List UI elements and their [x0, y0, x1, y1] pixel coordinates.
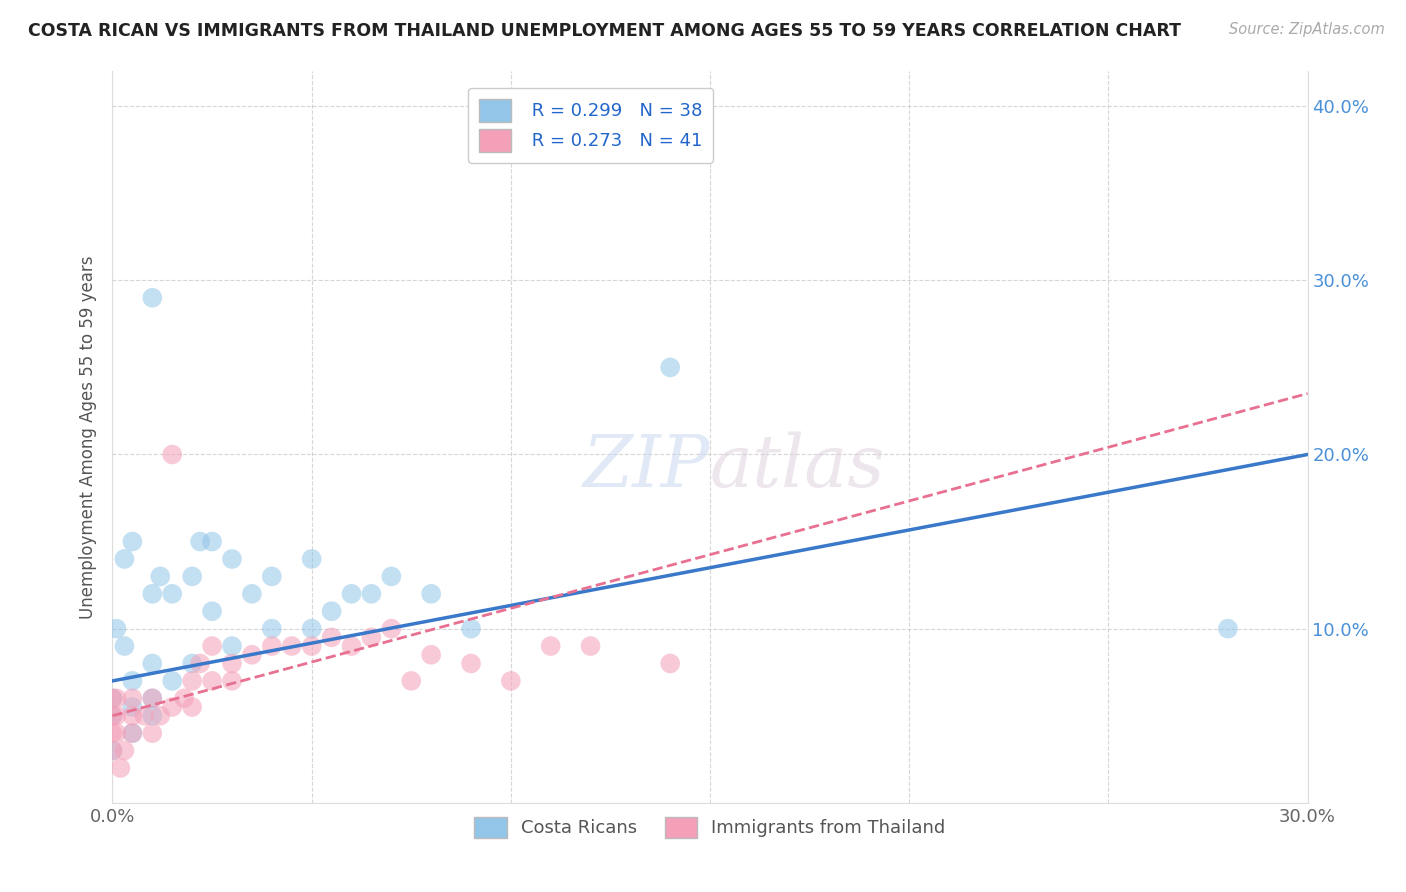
- Point: [141, 691, 163, 706]
- Point: [105, 622, 128, 636]
- Point: [101, 726, 124, 740]
- Point: [420, 648, 443, 662]
- Point: [149, 569, 172, 583]
- Point: [201, 639, 224, 653]
- Text: COSTA RICAN VS IMMIGRANTS FROM THAILAND UNEMPLOYMENT AMONG AGES 55 TO 59 YEARS C: COSTA RICAN VS IMMIGRANTS FROM THAILAND …: [28, 22, 1181, 40]
- Point: [101, 708, 124, 723]
- Point: [181, 700, 204, 714]
- Point: [114, 552, 135, 566]
- Point: [134, 708, 156, 723]
- Point: [221, 657, 243, 671]
- Point: [162, 448, 183, 462]
- Point: [420, 587, 443, 601]
- Point: [401, 673, 423, 688]
- Point: [121, 673, 143, 688]
- Point: [101, 743, 124, 757]
- Point: [121, 726, 143, 740]
- Point: [221, 552, 243, 566]
- Point: [460, 657, 482, 671]
- Point: [101, 708, 124, 723]
- Text: ZIP: ZIP: [582, 431, 710, 501]
- Point: [260, 639, 283, 653]
- Point: [380, 569, 402, 583]
- Y-axis label: Unemployment Among Ages 55 to 59 years: Unemployment Among Ages 55 to 59 years: [79, 255, 97, 619]
- Point: [201, 604, 224, 618]
- Point: [114, 743, 135, 757]
- Point: [162, 700, 183, 714]
- Point: [188, 657, 211, 671]
- Point: [105, 691, 128, 706]
- Point: [201, 534, 224, 549]
- Point: [221, 639, 243, 653]
- Point: [260, 622, 283, 636]
- Text: Source: ZipAtlas.com: Source: ZipAtlas.com: [1229, 22, 1385, 37]
- Point: [101, 691, 124, 706]
- Point: [105, 708, 128, 723]
- Point: [114, 639, 135, 653]
- Point: [301, 622, 323, 636]
- Point: [360, 587, 382, 601]
- Point: [1216, 622, 1239, 636]
- Point: [101, 743, 124, 757]
- Point: [121, 700, 143, 714]
- Point: [301, 552, 323, 566]
- Point: [141, 587, 163, 601]
- Point: [321, 604, 343, 618]
- Point: [141, 291, 163, 305]
- Point: [240, 587, 263, 601]
- Point: [121, 708, 143, 723]
- Point: [181, 673, 204, 688]
- Point: [110, 761, 132, 775]
- Point: [260, 569, 283, 583]
- Point: [162, 673, 183, 688]
- Point: [105, 726, 128, 740]
- Point: [188, 534, 211, 549]
- Point: [121, 726, 143, 740]
- Point: [301, 639, 323, 653]
- Point: [360, 631, 382, 645]
- Point: [499, 673, 522, 688]
- Point: [141, 691, 163, 706]
- Point: [460, 622, 482, 636]
- Point: [340, 587, 363, 601]
- Point: [181, 657, 204, 671]
- Point: [149, 708, 172, 723]
- Point: [540, 639, 562, 653]
- Point: [380, 622, 402, 636]
- Point: [162, 587, 183, 601]
- Point: [240, 648, 263, 662]
- Point: [221, 673, 243, 688]
- Point: [173, 691, 195, 706]
- Point: [321, 631, 343, 645]
- Point: [141, 708, 163, 723]
- Legend: Costa Ricans, Immigrants from Thailand: Costa Ricans, Immigrants from Thailand: [467, 810, 953, 845]
- Point: [579, 639, 602, 653]
- Point: [659, 360, 682, 375]
- Point: [101, 691, 124, 706]
- Point: [181, 569, 204, 583]
- Point: [659, 657, 682, 671]
- Text: atlas: atlas: [710, 431, 886, 501]
- Point: [141, 726, 163, 740]
- Point: [121, 534, 143, 549]
- Point: [201, 673, 224, 688]
- Point: [121, 691, 143, 706]
- Point: [141, 657, 163, 671]
- Point: [340, 639, 363, 653]
- Point: [281, 639, 304, 653]
